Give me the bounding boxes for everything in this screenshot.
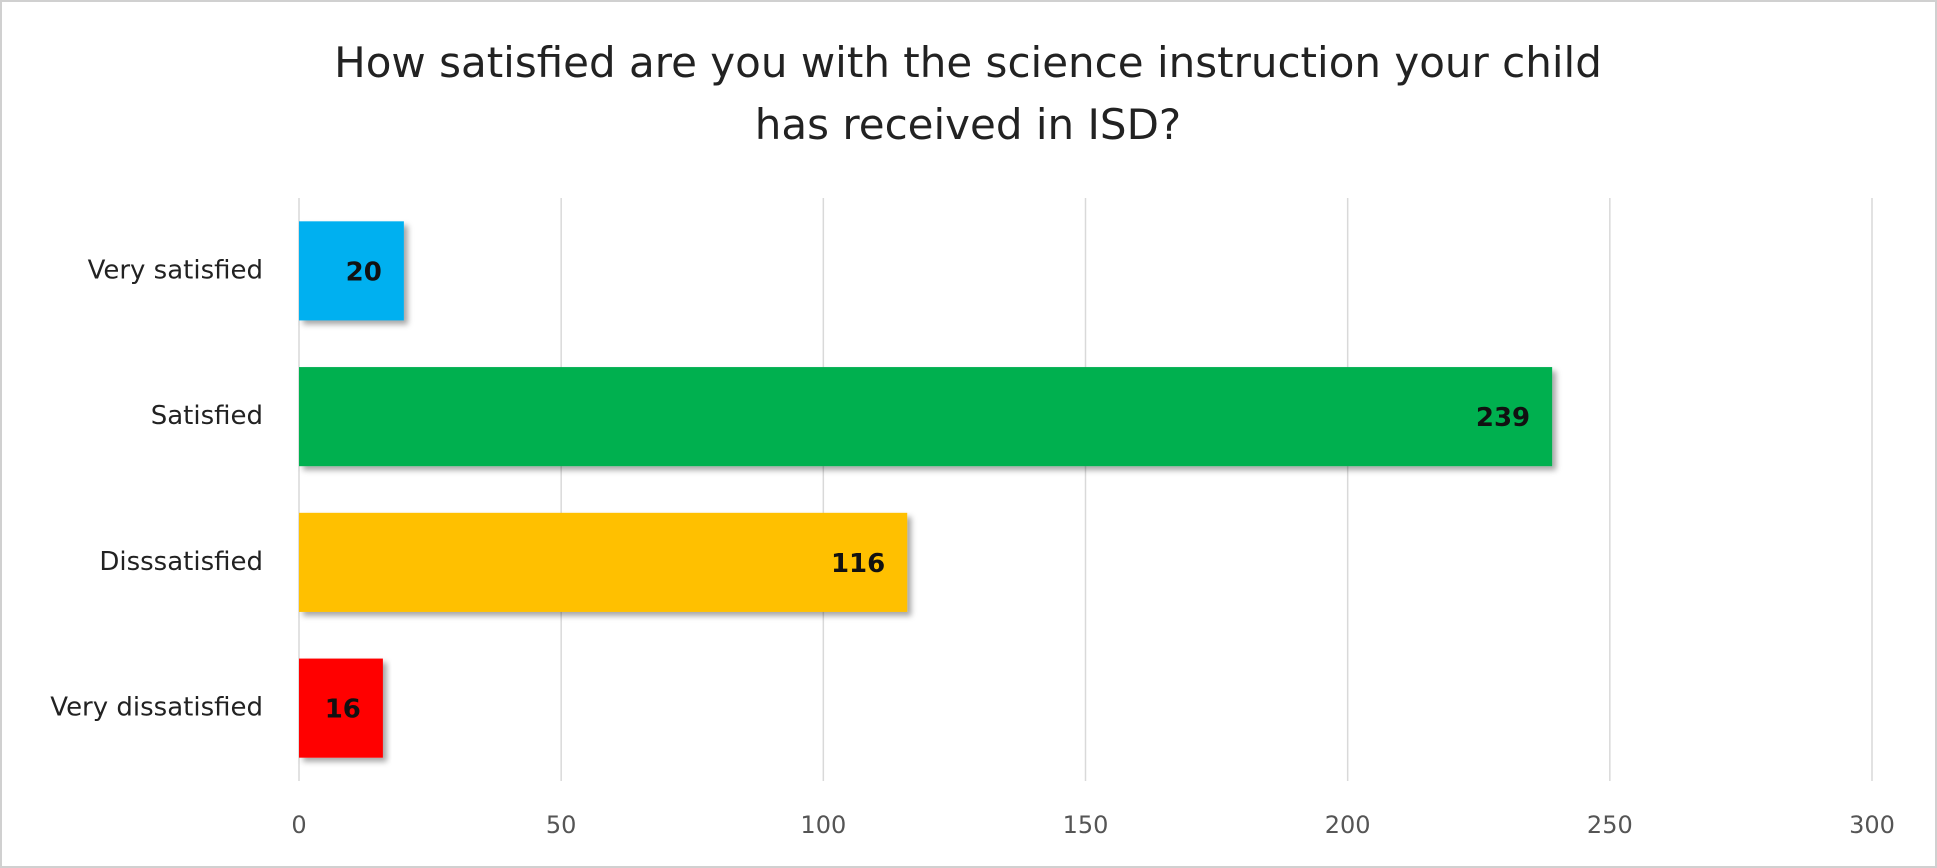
x-tick-label: 50	[546, 811, 577, 839]
value-label: 20	[346, 257, 382, 287]
category-label: Satisfied	[151, 401, 263, 431]
bar	[299, 221, 404, 321]
x-tick-label: 300	[1849, 811, 1895, 839]
category-label: Very satisfied	[88, 255, 263, 285]
bar	[299, 658, 383, 758]
x-tick-label: 100	[800, 811, 846, 839]
category-label: Very dissatisfied	[50, 693, 263, 723]
value-label: 239	[1476, 403, 1530, 433]
x-tick-label: 0	[291, 811, 306, 839]
bar	[299, 512, 908, 612]
bars: Very satisfied 20 Satisfied 239 Disssatisfie…	[50, 221, 1553, 758]
x-tick-label: 200	[1325, 811, 1371, 839]
x-tick-label: 150	[1063, 811, 1109, 839]
category-label: Disssatisfied	[99, 547, 263, 577]
value-label: 16	[325, 695, 361, 725]
value-label: 116	[831, 549, 885, 579]
chart-title: How satisfied are you with the science i…	[334, 38, 1602, 149]
bar	[299, 367, 1553, 467]
x-tick-label: 250	[1587, 811, 1633, 839]
